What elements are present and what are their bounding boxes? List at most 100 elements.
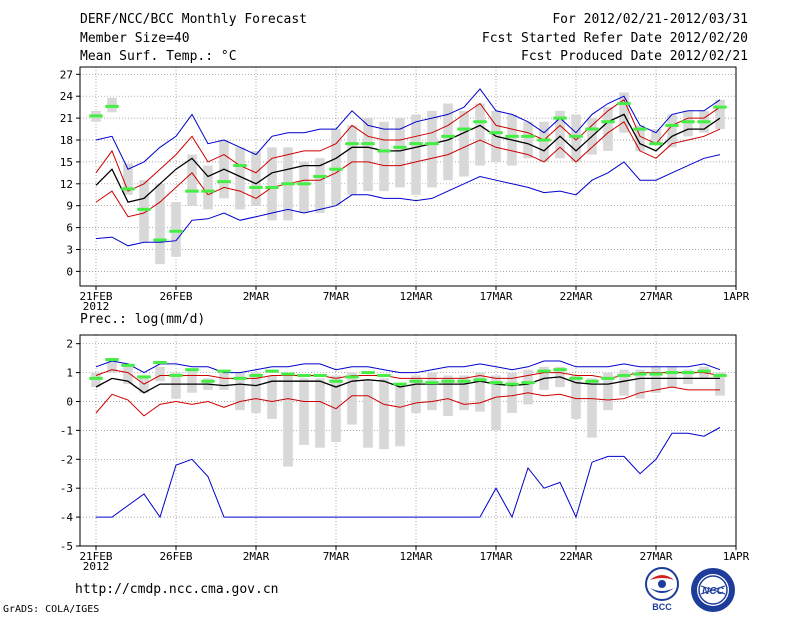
observed-marker (105, 358, 119, 362)
x-year-label: 2012 (83, 560, 110, 573)
observed-marker (281, 372, 295, 376)
observed-marker (233, 376, 247, 380)
ensemble-range-box (363, 381, 373, 448)
series-mean-line (95, 113, 721, 203)
observed-marker (505, 382, 519, 386)
website-url[interactable]: http://cmdp.ncc.cma.gov.cn (75, 582, 279, 597)
ensemble-range-box (315, 378, 325, 448)
observed-marker (409, 142, 423, 146)
observed-marker (217, 369, 231, 373)
precip-chart: -5 -4 -3 -2 -1 0 1 2 21FEB 26FEB 2MAR 7MAR 12MAR 17MA… (60, 312, 750, 573)
ensemble-range-box (411, 114, 421, 195)
ensemble-range-box (139, 180, 149, 243)
observed-marker (393, 145, 407, 149)
observed-marker (329, 379, 343, 383)
ensemble-range-box (443, 375, 453, 416)
observed-marker (617, 373, 631, 377)
ensemble-range-box (459, 110, 469, 177)
x-tick-label: 12MAR (399, 290, 432, 303)
ensemble-range-box (459, 375, 469, 411)
observed-marker (585, 127, 599, 131)
y-tick-label: 12 (60, 178, 73, 191)
ensemble-range-box (171, 372, 181, 399)
y-tick-label: 1 (66, 367, 73, 380)
ensemble-range-box (363, 118, 373, 192)
observed-marker (297, 182, 311, 186)
observed-marker (521, 134, 535, 138)
x-tick-label: 26FEB (159, 550, 192, 563)
observed-marker (201, 379, 215, 383)
ensemble-range-box (187, 369, 197, 393)
observed-marker (185, 189, 199, 193)
bcc-logo: BCC (645, 567, 679, 612)
x-tick-label: 27MAR (639, 550, 672, 563)
series-mean-line (95, 376, 720, 394)
observed-marker (681, 371, 695, 375)
ensemble-range-box (267, 375, 277, 419)
ensemble-range-box (315, 158, 325, 213)
ensemble-range-box (523, 121, 533, 159)
observed-marker (633, 372, 647, 376)
observed-marker (185, 368, 199, 372)
observed-marker (665, 371, 679, 375)
ensemble-range-box (667, 366, 677, 388)
observed-marker (713, 105, 727, 109)
ensemble-range-box (651, 129, 661, 144)
y-tick-label: 24 (60, 90, 74, 103)
observed-marker (441, 379, 455, 383)
series-min-line (96, 427, 721, 519)
ensemble-range-box (571, 375, 581, 419)
observed-marker (585, 379, 599, 383)
observed-marker (489, 131, 503, 135)
forecast-period-label: For 2012/02/21-2012/03/31 (552, 12, 748, 27)
y-tick-label: 0 (66, 395, 73, 408)
ensemble-range-box (683, 369, 693, 385)
chart-title: DERF/NCC/BCC Monthly Forecast (80, 12, 307, 27)
ensemble-range-box (491, 375, 501, 431)
observed-marker (537, 369, 551, 373)
fcst-produced-label: Fcst Produced Date 2012/02/21 (521, 49, 748, 64)
observed-marker (297, 373, 311, 377)
observed-marker (665, 123, 679, 127)
observed-marker (489, 381, 503, 385)
ensemble-range-box (507, 372, 517, 414)
observed-marker (265, 185, 279, 189)
ensemble-range-box (587, 378, 597, 438)
ensemble-range-box (251, 150, 261, 206)
y-tick-label: 9 (66, 200, 73, 213)
y-tick-label: 3 (66, 244, 73, 257)
observed-marker (425, 381, 439, 385)
y-tick-label: -3 (60, 482, 73, 495)
observed-marker (281, 182, 295, 186)
observed-marker (633, 127, 647, 131)
observed-marker (345, 142, 359, 146)
ncc-logo-text: NCC (702, 586, 724, 597)
ensemble-range-box (683, 110, 693, 137)
ensemble-range-box (475, 372, 485, 412)
observed-marker (649, 372, 663, 376)
ensemble-range-box (603, 372, 613, 411)
observed-marker (137, 375, 151, 379)
variable-label: Mean Surf. Temp.: °C (80, 49, 237, 64)
observed-marker (505, 134, 519, 138)
observed-marker (249, 373, 263, 377)
y-tick-label: 27 (60, 68, 73, 81)
ensemble-range-box (283, 375, 293, 467)
ensemble-range-box (635, 125, 645, 151)
ensemble-range-box (395, 384, 405, 447)
observed-marker (329, 167, 343, 171)
x-tick-label: 26FEB (159, 290, 192, 303)
x-tick-label: 7MAR (323, 550, 350, 563)
plot-frame (79, 66, 737, 287)
temperature-chart: 0 3 6 9 12 15 18 21 24 27 21FEB 26FEB 2MAR 7MAR 12MAR 1… (60, 66, 750, 313)
y-tick-label: 15 (60, 156, 73, 169)
observed-marker (377, 373, 391, 377)
ncc-logo: NCC (691, 568, 735, 612)
x-tick-label: 22MAR (559, 550, 592, 563)
observed-marker (121, 363, 135, 367)
y-tick-label: -5 (60, 540, 73, 553)
observed-marker (457, 379, 471, 383)
plot-frame (79, 334, 737, 547)
ensemble-range-box (107, 358, 117, 373)
